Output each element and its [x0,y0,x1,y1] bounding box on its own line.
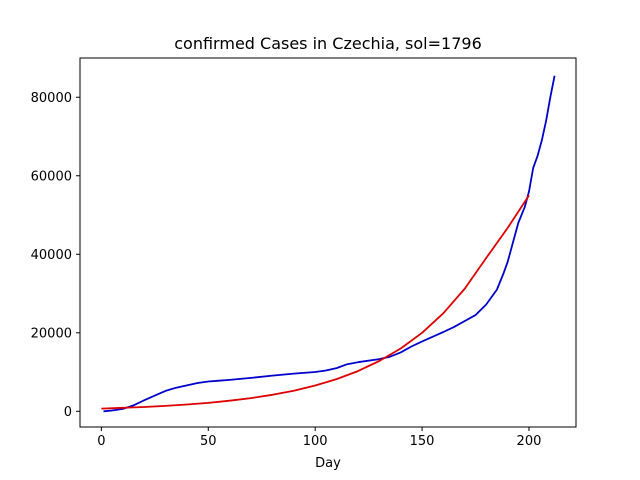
x-tick-label: 200 [517,434,542,449]
x-axis-ticks: 0 50 100 150 200 [97,427,541,449]
y-tick-label: 20000 [31,326,72,341]
y-axis-ticks: 0 20000 40000 60000 80000 [31,91,80,420]
series-line-1 [101,194,530,410]
x-tick-label: 0 [97,434,105,449]
y-tick-label: 60000 [31,169,72,184]
y-tick-label: 80000 [31,91,72,106]
plot-lines [101,75,556,413]
chart-title: confirmed Cases in Czechia, sol=1796 [174,34,482,53]
x-tick-label: 150 [410,434,435,449]
y-tick-label: 0 [64,405,72,420]
x-tick-label: 50 [200,434,217,449]
x-axis-label: Day [315,456,341,471]
y-tick-label: 40000 [31,248,72,263]
x-tick-label: 100 [303,434,328,449]
plot-frame [79,57,577,428]
series-line-0 [103,75,556,413]
